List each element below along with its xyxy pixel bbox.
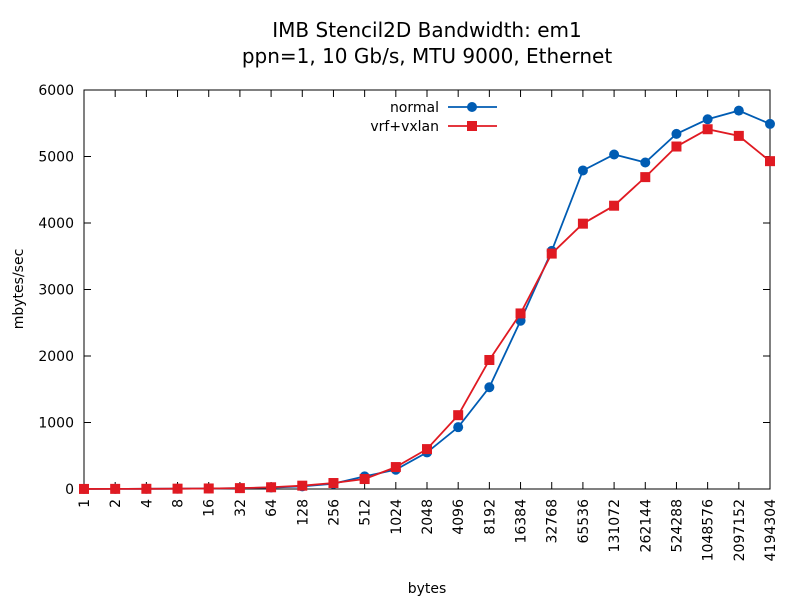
x-tick-label: 2 (108, 499, 124, 508)
data-point-vrf-vxlan (172, 483, 183, 494)
plot-frame (83, 89, 771, 490)
x-tick-label: 1 (77, 499, 93, 508)
data-point-vrf-vxlan (453, 410, 464, 421)
x-tick-label: 4194304 (763, 499, 779, 561)
data-point-normal (484, 382, 495, 393)
data-point-vrf-vxlan (110, 483, 121, 494)
data-point-vrf-vxlan (79, 483, 89, 494)
x-tick-label: 8 (171, 499, 187, 508)
x-tick-label: 2048 (420, 499, 436, 535)
y-tick-label: 5000 (38, 150, 74, 166)
x-tick-label: 262144 (638, 499, 654, 553)
legend-item-vrf-vxlan: vrf+vxlan (370, 119, 497, 135)
data-point-vrf-vxlan (702, 124, 713, 135)
x-tick-label: 16384 (514, 499, 530, 544)
data-point-vrf-vxlan (609, 200, 620, 211)
chart-title: IMB Stencil2D Bandwidth: em1 (272, 18, 581, 42)
x-tick-label: 256 (326, 499, 342, 526)
y-tick-label: 3000 (38, 283, 74, 299)
series-layer (79, 105, 775, 494)
x-tick-label: 8192 (482, 499, 498, 535)
x-axis-label: bytes (408, 581, 447, 597)
data-point-vrf-vxlan (640, 172, 651, 183)
x-tick-label: 4096 (451, 499, 467, 535)
data-point-vrf-vxlan (390, 462, 401, 473)
series-line-normal (83, 109, 771, 490)
data-point-normal (453, 422, 464, 433)
y-axis-label: mbytes/sec (11, 249, 27, 330)
x-tick-label: 1024 (389, 499, 405, 535)
data-point-normal (733, 105, 744, 116)
x-tick-label: 4 (139, 499, 155, 508)
data-point-normal (577, 165, 588, 176)
series-line-vrf-vxlan (83, 128, 771, 490)
x-tick-label: 65536 (576, 499, 592, 544)
data-point-vrf-vxlan (297, 480, 308, 491)
data-point-vrf-vxlan (484, 354, 495, 365)
data-point-vrf-vxlan (359, 474, 370, 485)
x-tick-label: 64 (264, 499, 280, 517)
data-point-vrf-vxlan (515, 308, 526, 319)
x-tick-label: 32 (233, 499, 249, 517)
data-point-vrf-vxlan (671, 141, 682, 152)
x-tick-label: 2097152 (732, 499, 748, 561)
data-point-vrf-vxlan (733, 130, 744, 141)
y-tick-label: 6000 (38, 83, 74, 99)
x-axis: 1 2 4 8 16 32 64 128 256 512 1024 2048 4096 8192 16384… (77, 90, 779, 561)
data-point-normal (702, 114, 713, 125)
data-point-normal (609, 149, 620, 160)
legend: normal vrf+vxlan (370, 100, 497, 135)
data-point-vrf-vxlan (234, 483, 245, 494)
data-point-vrf-vxlan (546, 248, 557, 259)
series-vrf-vxlan (79, 124, 775, 494)
legend-label: normal (390, 100, 439, 116)
x-tick-label: 131072 (607, 499, 623, 552)
legend-marker (467, 102, 477, 112)
y-axis: 0 1000 2000 3000 4000 5000 6000 (38, 83, 770, 498)
x-tick-label: 32768 (545, 499, 561, 544)
data-point-vrf-vxlan (141, 483, 152, 494)
data-point-vrf-vxlan (203, 483, 214, 494)
data-point-normal (640, 157, 651, 168)
y-tick-label: 1000 (38, 416, 74, 432)
data-point-vrf-vxlan (577, 218, 588, 229)
x-tick-label: 512 (358, 499, 374, 526)
x-tick-label: 128 (295, 499, 311, 526)
y-tick-label: 2000 (38, 349, 74, 365)
chart-subtitle: ppn=1, 10 Gb/s, MTU 9000, Ethernet (242, 44, 613, 68)
x-tick-label: 16 (202, 499, 218, 517)
x-tick-label: 524288 (669, 499, 685, 552)
y-tick-label: 0 (65, 482, 74, 498)
y-tick-label: 4000 (38, 216, 74, 232)
data-point-normal (671, 128, 682, 139)
legend-label: vrf+vxlan (370, 119, 439, 135)
x-tick-label: 1048576 (701, 499, 717, 561)
data-point-normal (765, 118, 775, 129)
data-point-vrf-vxlan (422, 444, 432, 455)
legend-item-normal: normal (390, 100, 497, 116)
data-point-vrf-vxlan (765, 156, 775, 167)
series-normal (79, 105, 775, 494)
data-point-vrf-vxlan (328, 478, 339, 489)
data-point-vrf-vxlan (266, 482, 277, 493)
legend-marker (467, 121, 477, 131)
